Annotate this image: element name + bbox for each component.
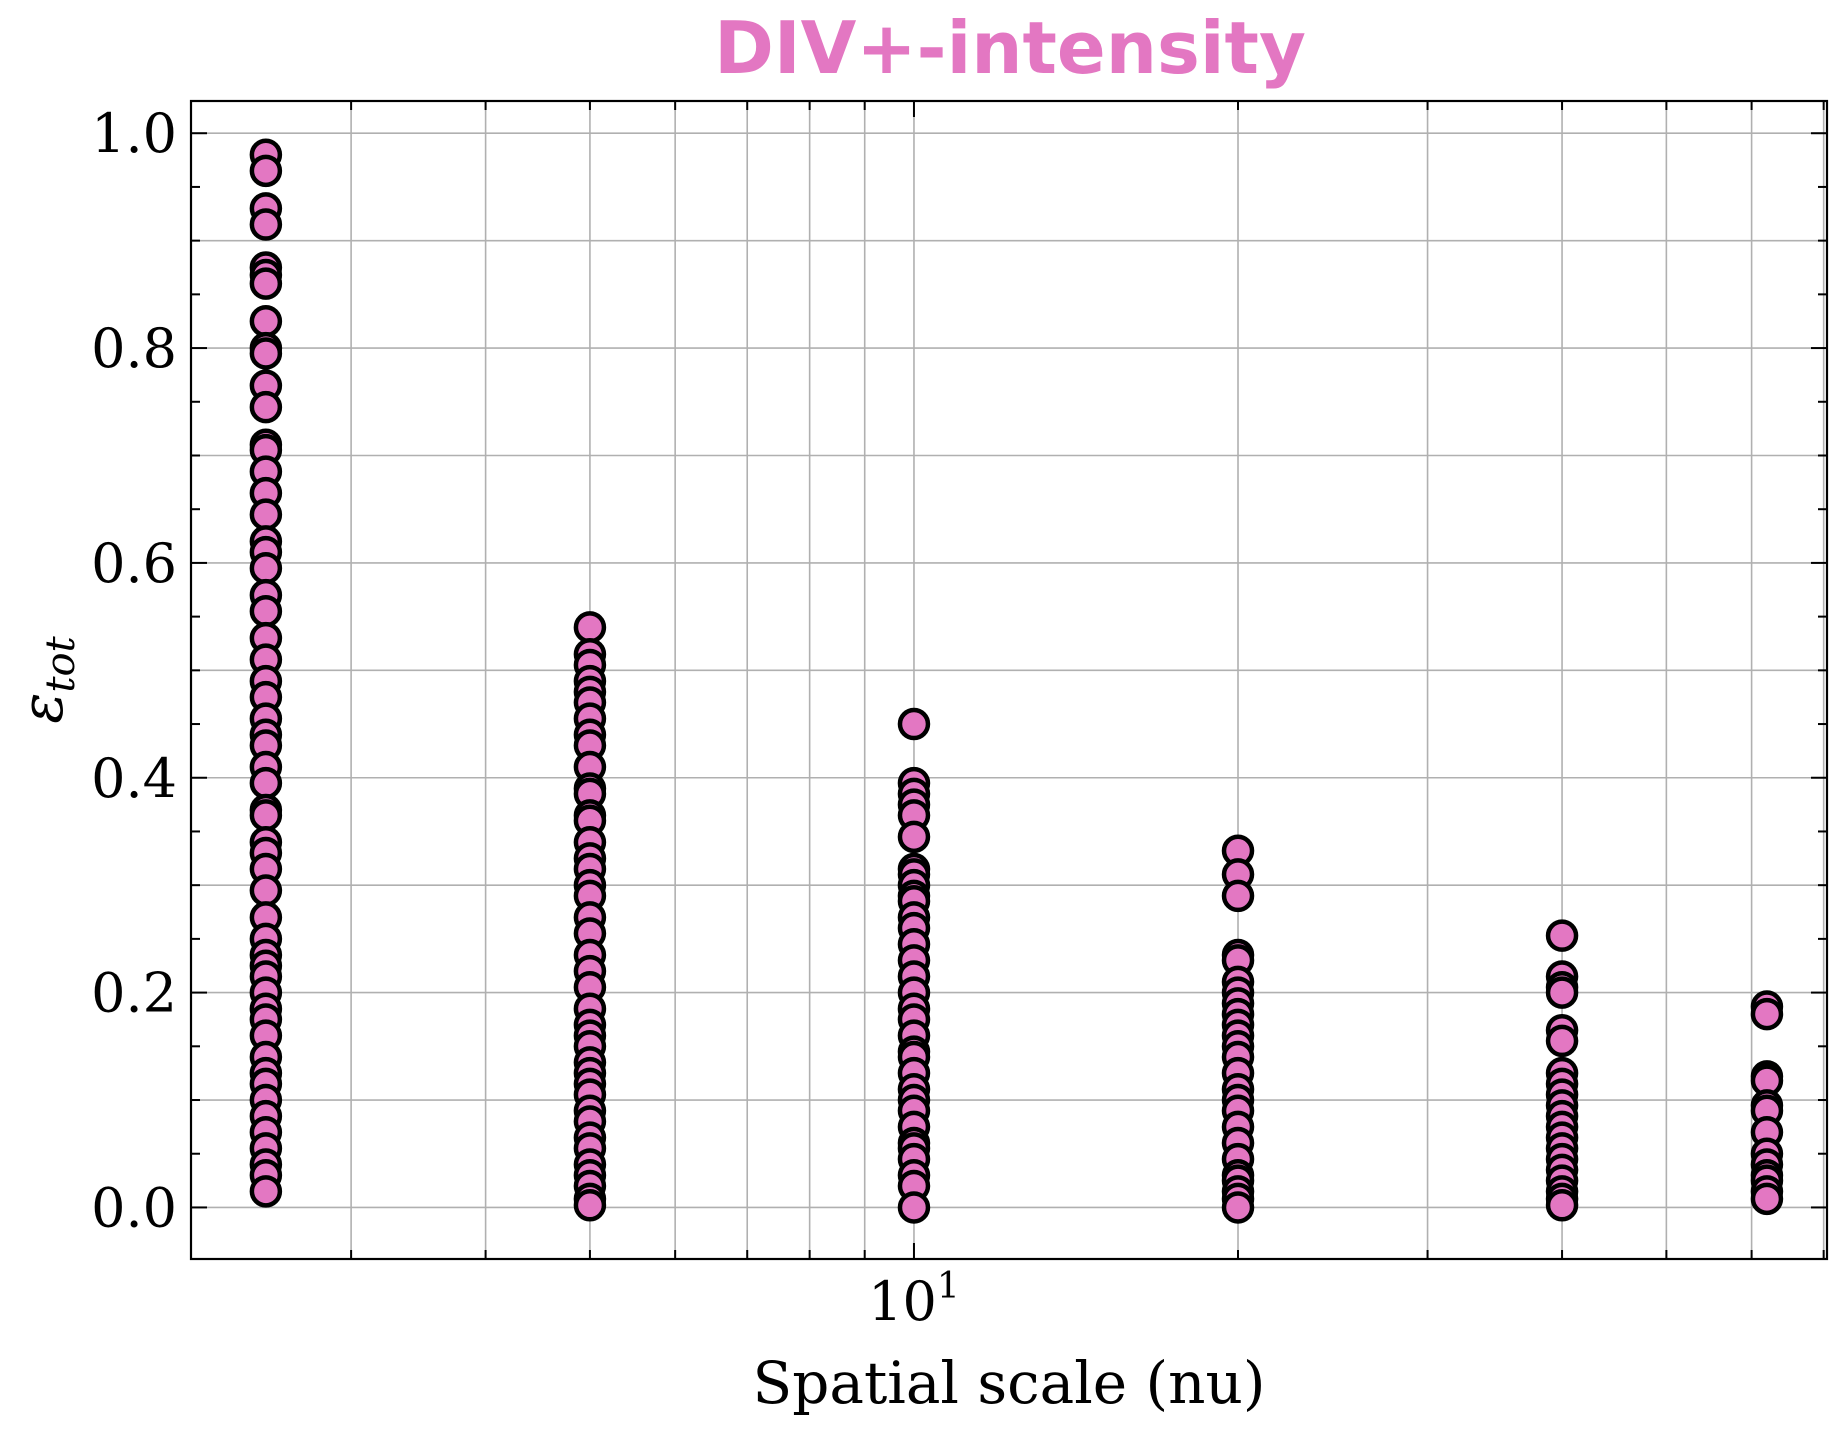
data-point xyxy=(1750,997,1784,1031)
y-axis-label-main: ε xyxy=(8,693,76,724)
data-point xyxy=(1221,1191,1255,1224)
data-point xyxy=(249,337,283,370)
data-point xyxy=(249,766,283,800)
y-tick-label: 0.4 xyxy=(91,747,177,810)
data-point xyxy=(249,154,283,188)
data-point xyxy=(249,799,283,832)
data-point xyxy=(573,611,607,644)
chart-title: DIV+-intensity xyxy=(714,6,1306,90)
y-axis-label-subscript: tot xyxy=(38,635,84,692)
data-point xyxy=(249,498,283,531)
svg-text:εtot: εtot xyxy=(8,635,84,723)
data-point xyxy=(1750,1182,1784,1216)
data-point xyxy=(249,874,283,907)
data-point xyxy=(1545,1189,1579,1222)
x-tick-labels: 101 xyxy=(868,1266,960,1333)
data-point xyxy=(249,267,283,300)
data-point xyxy=(249,595,283,628)
x-tick-label: 101 xyxy=(868,1266,960,1333)
data-point xyxy=(249,1175,283,1208)
data-point xyxy=(1545,976,1579,1009)
data-point xyxy=(249,390,283,424)
data-point xyxy=(897,707,931,741)
y-tick-label: 1.0 xyxy=(91,102,177,165)
x-axis-label: Spatial scale (nu) xyxy=(753,1349,1266,1417)
y-tick-label: 0.8 xyxy=(91,317,177,380)
grid-lines xyxy=(191,101,1827,1259)
data-point xyxy=(1545,1024,1579,1058)
data-point xyxy=(897,1191,931,1224)
y-tick-label: 0.6 xyxy=(91,532,177,595)
y-tick-labels: 0.0 0.2 0.4 0.6 0.8 1.0 xyxy=(91,102,177,1239)
data-points xyxy=(249,138,1784,1224)
data-point xyxy=(249,304,283,338)
y-axis-label: εtot xyxy=(8,635,84,723)
data-point xyxy=(1221,879,1255,913)
axis-ticks xyxy=(191,101,1827,1259)
plot-frame xyxy=(189,99,1829,1261)
data-point xyxy=(573,1189,607,1222)
data-point xyxy=(249,208,283,241)
data-point xyxy=(897,820,931,854)
y-tick-label: 0.0 xyxy=(91,1176,177,1239)
data-point xyxy=(1545,919,1579,952)
data-point xyxy=(249,552,283,585)
y-tick-label: 0.2 xyxy=(91,962,177,1025)
